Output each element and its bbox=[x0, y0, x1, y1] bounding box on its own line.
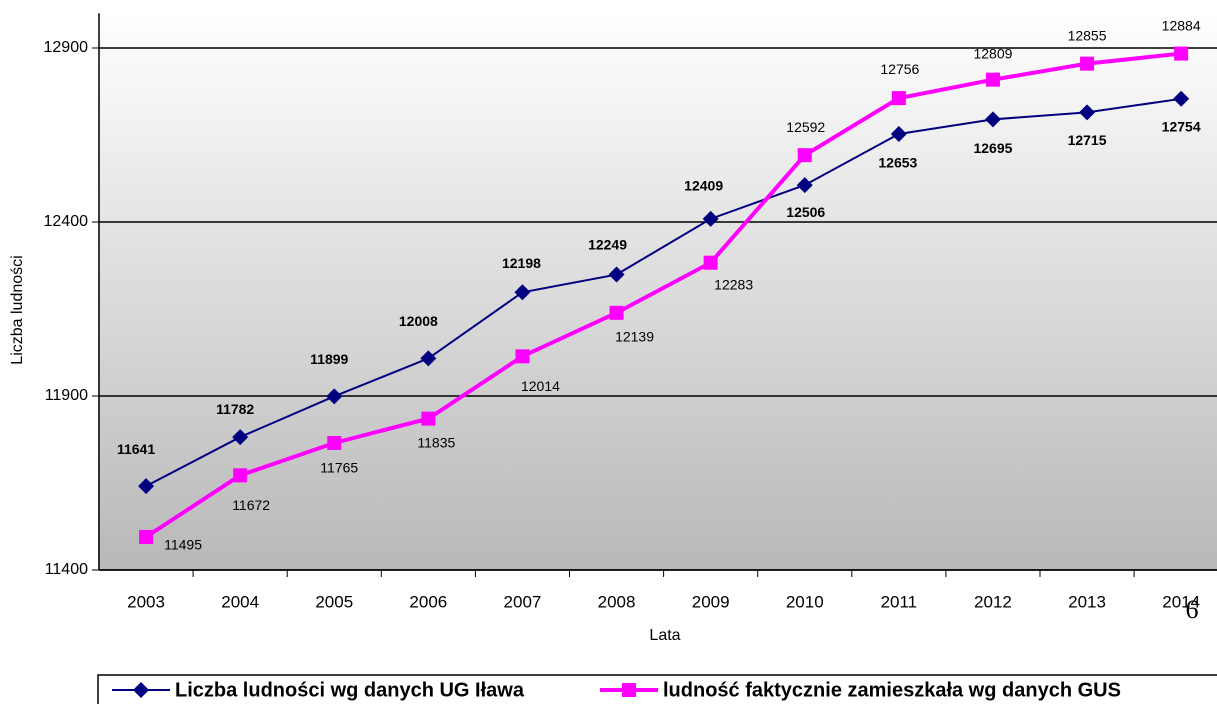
data-label: 11672 bbox=[232, 497, 270, 513]
marker bbox=[985, 72, 1000, 87]
x-tick-label: 2007 bbox=[504, 592, 542, 611]
marker bbox=[326, 388, 343, 405]
data-label: 12855 bbox=[1068, 27, 1107, 43]
data-label: 12695 bbox=[973, 140, 1012, 156]
data-label: 12756 bbox=[880, 61, 919, 77]
data-label: 12283 bbox=[714, 276, 753, 292]
data-label: 11899 bbox=[310, 351, 348, 367]
marker bbox=[420, 350, 437, 367]
marker bbox=[1079, 104, 1096, 121]
marker bbox=[1080, 56, 1095, 71]
x-tick-label: 2013 bbox=[1068, 592, 1106, 611]
data-label: 12754 bbox=[1162, 119, 1201, 135]
legend-label: ludność faktycznie zamieszkała wg danych… bbox=[663, 679, 1121, 701]
marker bbox=[138, 478, 155, 495]
legend-marker bbox=[622, 683, 636, 697]
y-tick-label: 12900 bbox=[44, 39, 89, 56]
marker bbox=[515, 349, 530, 364]
marker bbox=[890, 125, 907, 142]
marker bbox=[139, 529, 154, 544]
marker bbox=[702, 210, 719, 227]
y-tick-label: 11400 bbox=[45, 561, 88, 578]
x-tick-label: 2014 bbox=[1162, 592, 1200, 611]
x-tick-label: 2012 bbox=[974, 592, 1012, 611]
marker bbox=[421, 411, 436, 426]
marker bbox=[233, 468, 248, 483]
x-tick-label: 2004 bbox=[221, 592, 259, 611]
marker bbox=[797, 148, 812, 163]
legend-label: Liczba ludności wg danych UG Iława bbox=[175, 679, 525, 701]
data-label: 11641 bbox=[117, 441, 155, 457]
data-label: 12249 bbox=[588, 236, 627, 252]
data-label: 11835 bbox=[417, 434, 455, 450]
marker bbox=[514, 284, 531, 301]
marker bbox=[232, 429, 249, 446]
marker bbox=[703, 255, 718, 270]
data-label: 12409 bbox=[684, 178, 723, 194]
data-label: 12198 bbox=[502, 255, 541, 271]
marker bbox=[984, 111, 1001, 128]
y-tick-label: 12400 bbox=[44, 213, 89, 230]
data-label: 12014 bbox=[521, 378, 560, 394]
data-label: 11495 bbox=[164, 537, 202, 553]
marker bbox=[327, 435, 342, 450]
data-label: 12506 bbox=[786, 204, 825, 220]
x-tick-label: 2003 bbox=[127, 592, 165, 611]
marker bbox=[608, 266, 625, 283]
data-label: 12809 bbox=[973, 45, 1012, 61]
data-label: 12139 bbox=[615, 329, 654, 345]
series-line bbox=[144, 51, 1182, 539]
x-tick-label: 2006 bbox=[409, 592, 447, 611]
data-label: 12592 bbox=[786, 119, 825, 135]
data-label: 12008 bbox=[399, 313, 438, 329]
data-label: 12715 bbox=[1068, 132, 1107, 148]
data-label: 11782 bbox=[216, 401, 254, 417]
y-tick-label: 11900 bbox=[45, 387, 88, 404]
x-tick-label: 2010 bbox=[786, 592, 824, 611]
page-number: 6 bbox=[1186, 595, 1199, 624]
x-tick-label: 2009 bbox=[692, 592, 730, 611]
data-label: 12653 bbox=[878, 155, 917, 171]
legend-marker bbox=[133, 682, 149, 698]
data-label: 11765 bbox=[320, 460, 358, 476]
marker bbox=[1174, 46, 1189, 61]
marker bbox=[796, 177, 813, 194]
data-label: 12884 bbox=[1162, 17, 1201, 33]
x-tick-label: 2005 bbox=[315, 592, 353, 611]
y-axis-label: Liczba ludności bbox=[9, 255, 26, 364]
x-axis-label: Lata bbox=[649, 627, 680, 644]
marker bbox=[1173, 90, 1190, 107]
marker bbox=[891, 91, 906, 106]
x-tick-label: 2008 bbox=[598, 592, 636, 611]
series-line bbox=[145, 97, 1182, 488]
x-tick-label: 2011 bbox=[881, 592, 918, 611]
marker bbox=[609, 305, 624, 320]
